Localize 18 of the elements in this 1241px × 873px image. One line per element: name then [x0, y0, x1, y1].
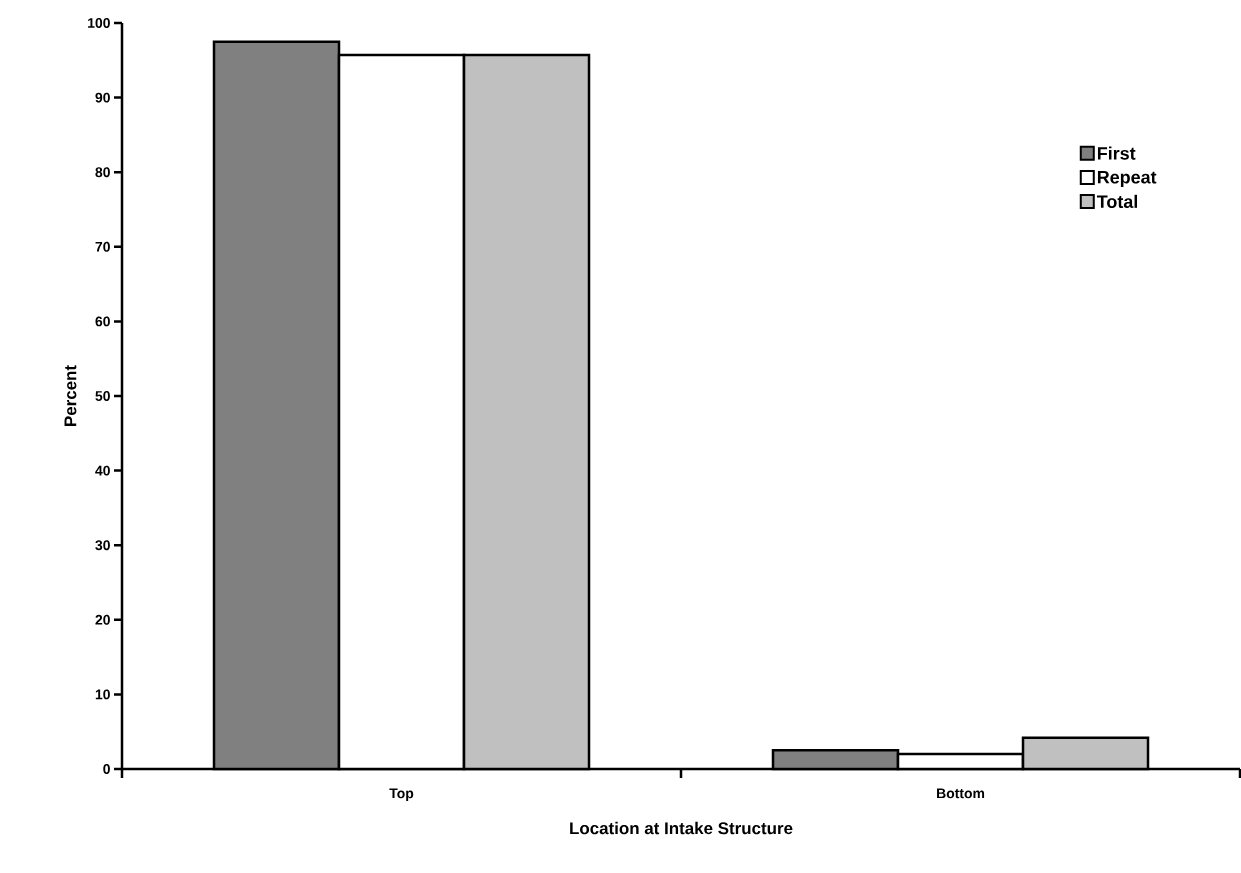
- y-tick-label: 70: [95, 241, 110, 252]
- y-tick-label: 60: [95, 316, 110, 327]
- x-tick-label: Top: [389, 788, 414, 801]
- x-tick-label: Bottom: [937, 788, 985, 799]
- y-tick-label: 20: [95, 614, 110, 625]
- legend-label: Total: [1096, 194, 1138, 208]
- y-tick-label: 80: [95, 167, 110, 178]
- y-axis-title: Percent: [64, 365, 77, 426]
- x-axis-title: Location at Intake Structure: [570, 821, 793, 835]
- y-tick-label: 100: [88, 18, 110, 28]
- legend-label: Repeat: [1097, 171, 1157, 188]
- y-tick-label: 30: [95, 540, 110, 551]
- y-tick-label: 0: [103, 764, 110, 774]
- y-tick-label: 10: [95, 689, 110, 700]
- y-tick-label: 50: [95, 391, 110, 401]
- y-tick-label: 40: [95, 465, 110, 476]
- y-tick-label: 90: [95, 92, 110, 103]
- legend-label: First: [1097, 146, 1136, 160]
